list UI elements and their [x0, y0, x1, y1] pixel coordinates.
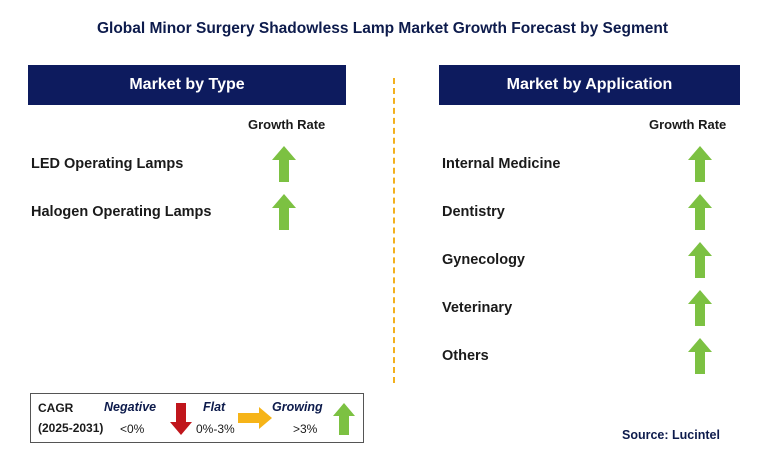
legend-flat-label: Flat: [203, 400, 226, 414]
segment-row-application: Gynecology: [442, 240, 732, 280]
growing-arrow-icon: [333, 403, 355, 435]
segment-row-application: Dentistry: [442, 192, 732, 232]
market-by-application-header: Market by Application: [439, 65, 740, 105]
negative-arrow-icon: [170, 403, 192, 435]
legend-negative-label: Negative: [104, 400, 157, 414]
segment-label: Internal Medicine: [442, 156, 561, 172]
source-label: Source: Lucintel: [622, 428, 720, 442]
growing-arrow-icon: [688, 242, 712, 278]
growing-arrow-icon: [688, 146, 712, 182]
growing-arrow-icon: [688, 194, 712, 230]
segment-label: Others: [442, 348, 489, 364]
segment-label: Halogen Operating Lamps: [31, 204, 212, 220]
legend-growing-label: Growing: [272, 400, 323, 414]
segment-label: Veterinary: [442, 300, 513, 316]
legend-negative-range: <0%: [120, 422, 145, 436]
legend-period-label: (2025-2031): [38, 421, 104, 435]
segment-label: LED Operating Lamps: [31, 156, 184, 172]
segment-label: Dentistry: [442, 204, 505, 220]
legend-cagr-label: CAGR: [38, 401, 74, 415]
segment-row-application: Others: [442, 336, 732, 376]
growth-rate-label-type: Growth Rate: [248, 117, 326, 132]
cagr-legend: CAGR (2025-2031) Negative <0% Flat 0%-3%…: [30, 393, 364, 443]
segment-row-type: LED Operating Lamps: [31, 144, 321, 184]
legend-flat-range: 0%-3%: [196, 422, 235, 436]
growth-rate-label-application: Growth Rate: [649, 117, 727, 132]
growing-arrow-icon: [688, 338, 712, 374]
growing-arrow-icon: [688, 290, 712, 326]
segment-row-application: Internal Medicine: [442, 144, 732, 184]
segment-label: Gynecology: [442, 252, 525, 268]
segment-row-application: Veterinary: [442, 288, 732, 328]
growing-arrow-icon: [272, 194, 296, 230]
panel-divider: [393, 78, 395, 383]
segment-row-type: Halogen Operating Lamps: [31, 192, 321, 232]
legend-growing-range: >3%: [293, 422, 318, 436]
growing-arrow-icon: [272, 146, 296, 182]
page-title: Global Minor Surgery Shadowless Lamp Mar…: [96, 20, 669, 37]
flat-arrow-icon: [238, 407, 272, 429]
market-by-type-header: Market by Type: [28, 65, 346, 105]
